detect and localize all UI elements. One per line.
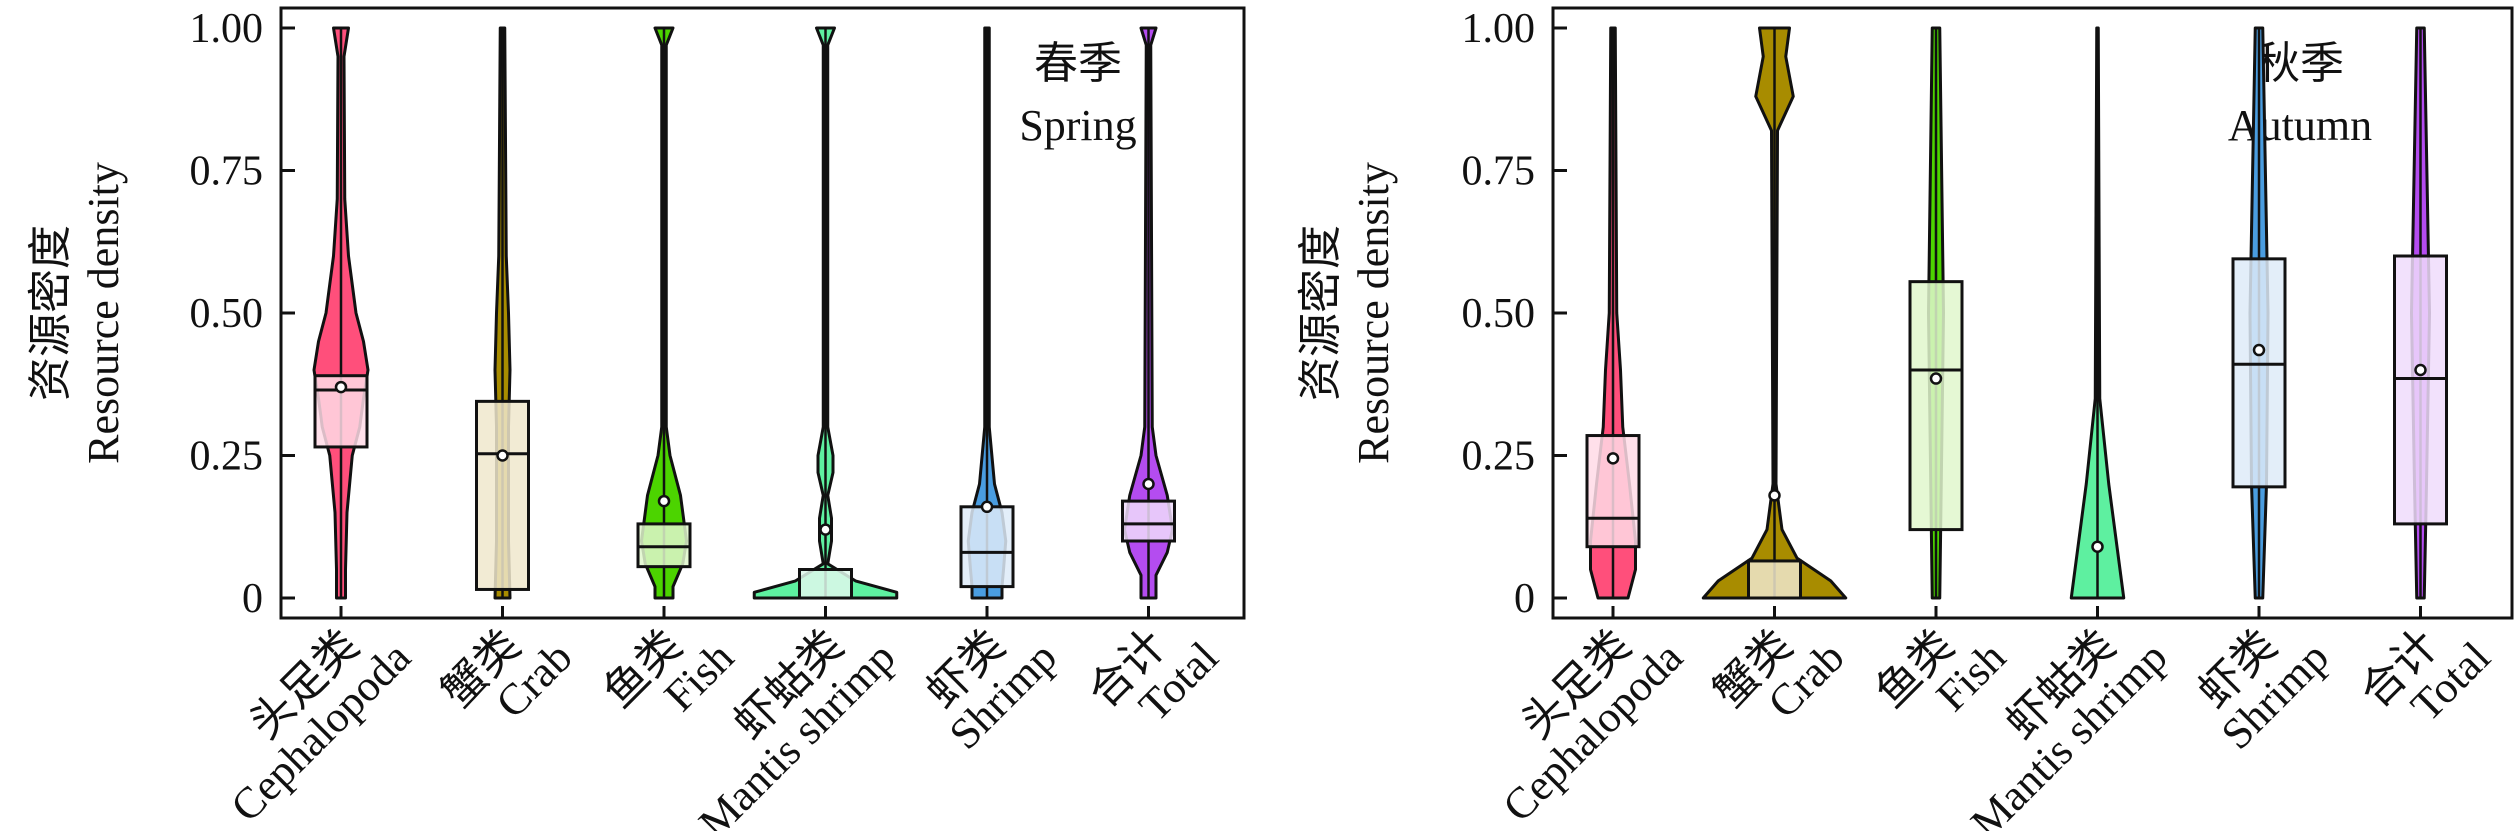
y-tick-label: 0.75 bbox=[190, 149, 264, 195]
mean-point bbox=[334, 380, 348, 394]
season-label-cn: 春季 bbox=[1034, 39, 1122, 88]
mean-point bbox=[1606, 452, 1620, 465]
mean-point bbox=[2414, 363, 2427, 377]
panel-autumn: 0 0.25 0.50 0.75 1.00 资源密度 Resource density 秋季 A… bbox=[1296, 6, 2514, 831]
iqr-box bbox=[798, 568, 853, 600]
y-axis-title-cn: 资源密度 bbox=[1296, 225, 1345, 401]
iqr-box bbox=[2231, 257, 2287, 489]
y-tick-label: 1.00 bbox=[1462, 6, 1536, 52]
y-tick-label: 0 bbox=[1514, 576, 1535, 622]
mean-point bbox=[980, 500, 994, 514]
y-tick-label: 0.75 bbox=[1462, 149, 1536, 195]
y-tick-label: 0.50 bbox=[1462, 291, 1536, 337]
season-label-cn: 秋季 bbox=[2256, 39, 2344, 88]
y-tick-label: 0.25 bbox=[1462, 434, 1536, 480]
y-axis-title-cn: 资源密度 bbox=[26, 225, 75, 401]
iqr-box bbox=[959, 505, 1015, 589]
mean-point bbox=[2091, 540, 2104, 553]
plot-frame bbox=[1551, 6, 2514, 620]
mean-point bbox=[1768, 489, 1781, 502]
y-tick-label: 0.25 bbox=[190, 434, 264, 480]
mean-point bbox=[1142, 477, 1155, 491]
mean-point bbox=[496, 449, 509, 462]
y-axis-title-en: Resource density bbox=[79, 162, 128, 464]
panel-spring: 0 0.25 0.50 0.75 1.00 资源密度 Resource density 春季 S… bbox=[26, 6, 1246, 831]
iqr-box bbox=[2393, 254, 2448, 526]
mean-point bbox=[2252, 343, 2266, 357]
y-tick-label: 0.50 bbox=[190, 291, 264, 337]
mean-point bbox=[657, 494, 671, 508]
y-tick-label: 1.00 bbox=[190, 6, 264, 52]
y-tick-label: 0 bbox=[242, 576, 263, 622]
season-label-en: Spring bbox=[1019, 101, 1136, 150]
season-label-en: Autumn bbox=[2228, 101, 2372, 150]
iqr-box bbox=[1121, 499, 1176, 543]
iqr-box bbox=[1908, 280, 1964, 532]
iqr-box bbox=[475, 399, 530, 591]
mean-point bbox=[819, 523, 832, 536]
plot-frame bbox=[279, 6, 1246, 620]
iqr-box bbox=[1747, 559, 1802, 600]
mean-point bbox=[1929, 372, 1943, 385]
y-axis-title-en: Resource density bbox=[1349, 162, 1398, 464]
